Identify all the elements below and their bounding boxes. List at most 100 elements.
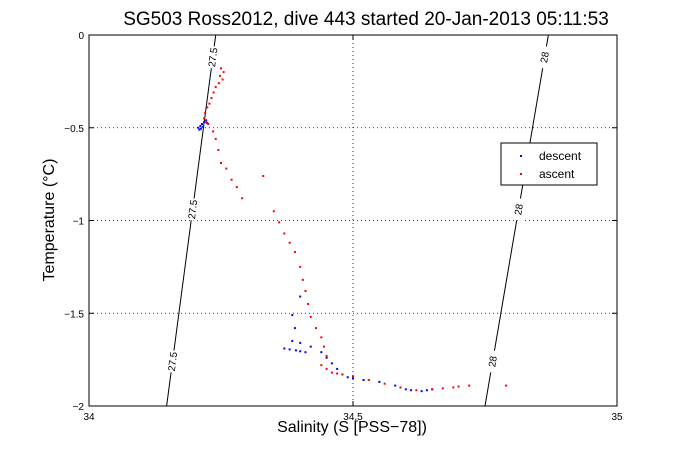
ascent-point [325, 367, 328, 370]
descent-point [202, 125, 205, 128]
ascent-point [399, 386, 402, 389]
descent-point [198, 128, 201, 131]
data-points [197, 67, 508, 393]
descent-point [288, 348, 291, 351]
descent-point [200, 123, 203, 126]
ascent-point [210, 97, 213, 100]
contour-label: 27.5 [187, 199, 201, 220]
ascent-point [320, 336, 323, 339]
descent-point [378, 380, 381, 383]
descent-point [283, 347, 286, 350]
ascent-point [367, 379, 370, 382]
ascent-point [212, 130, 215, 133]
ascent-point [293, 251, 296, 254]
ascent-point [241, 197, 244, 200]
descent-point [197, 126, 200, 129]
descent-point [352, 377, 354, 380]
ascent-point [235, 186, 238, 189]
ascent-point [220, 67, 222, 70]
isopycnal-line [484, 34, 549, 407]
descent-point [299, 341, 302, 344]
contour-label: 28 [487, 355, 500, 368]
ascent-point [468, 384, 471, 387]
ascent-point [204, 111, 207, 114]
ascent-point [505, 384, 508, 387]
ascent-point [272, 210, 275, 213]
axes: 34 34.5 35 0 −0.5 −1 −1.5 −2 [64, 31, 623, 423]
descent-point [291, 340, 294, 343]
ascent-point [230, 178, 233, 181]
ascent-point [307, 302, 310, 305]
ascent-point [441, 387, 444, 390]
contour-label-gap [536, 45, 553, 70]
y-tick-label: −2 [73, 402, 85, 413]
isopycnal-line [166, 34, 217, 407]
contour-label-gap [185, 197, 201, 222]
ascent-point [208, 102, 211, 105]
contour-label: 27.5 [207, 47, 221, 68]
descent-point [346, 376, 349, 379]
ascent-point [218, 74, 221, 77]
descent-point [299, 350, 302, 353]
y-tick-label: −1 [73, 217, 85, 228]
descent-point [299, 295, 302, 298]
legend-entry-ascent: ascent [539, 167, 575, 181]
ascent-point [320, 364, 323, 367]
contour-label: 27.5 [167, 351, 181, 372]
contour-label: 28 [513, 203, 526, 216]
ascent-point [206, 106, 209, 109]
ascent-point [322, 345, 325, 348]
ascent-point [457, 385, 460, 388]
legend-marker-ascent [520, 173, 522, 175]
descent-point [336, 367, 339, 370]
ascent-point [221, 78, 224, 81]
descent-point [205, 119, 208, 122]
contour-label-gap [510, 197, 527, 222]
ascent-point [304, 289, 307, 292]
descent-point [304, 351, 307, 354]
descent-point [206, 122, 209, 125]
ascent-point [431, 388, 434, 391]
ascent-point [299, 265, 302, 268]
contour-label-gap [484, 349, 501, 374]
ascent-point [336, 372, 339, 375]
x-axis-label: Salinity (S [PSS−78]) [277, 419, 427, 436]
ascent-point [288, 241, 291, 244]
ascent-point [301, 278, 304, 281]
ascent-point [352, 375, 354, 378]
ascent-point [217, 82, 220, 85]
ascent-point [262, 174, 265, 177]
descent-point [420, 390, 423, 393]
ascent-point [330, 371, 333, 374]
ascent-point [222, 71, 225, 74]
legend: descent ascent [500, 142, 598, 186]
ascent-point [220, 161, 222, 164]
ascent-point [278, 221, 281, 224]
ascent-point [214, 137, 217, 140]
y-tick-label: −1.5 [64, 309, 84, 320]
ascent-point [341, 373, 344, 376]
ascent-point [283, 232, 286, 235]
ascent-point [225, 167, 228, 170]
ascent-point [315, 327, 318, 330]
descent-point [394, 384, 397, 387]
y-tick-label: −0.5 [64, 124, 84, 135]
descent-point [425, 389, 428, 392]
ascent-point [203, 117, 206, 120]
ascent-point [212, 91, 215, 94]
contour-label-gap [205, 45, 221, 69]
ascent-point [309, 315, 312, 318]
ascent-point [383, 382, 386, 385]
chart-title: SG503 Ross2012, dive 443 started 20-Jan-… [123, 9, 609, 30]
descent-point [199, 127, 202, 130]
ascent-point [214, 85, 217, 88]
x-tick-label: 34.5 [343, 412, 363, 423]
descent-point [320, 351, 323, 354]
descent-point [362, 379, 365, 382]
ascent-point [452, 386, 455, 389]
y-axis-label: Temperature (°C) [41, 159, 58, 282]
ascent-point [415, 389, 418, 392]
ascent-point [325, 354, 328, 357]
legend-marker-descent [520, 155, 522, 157]
